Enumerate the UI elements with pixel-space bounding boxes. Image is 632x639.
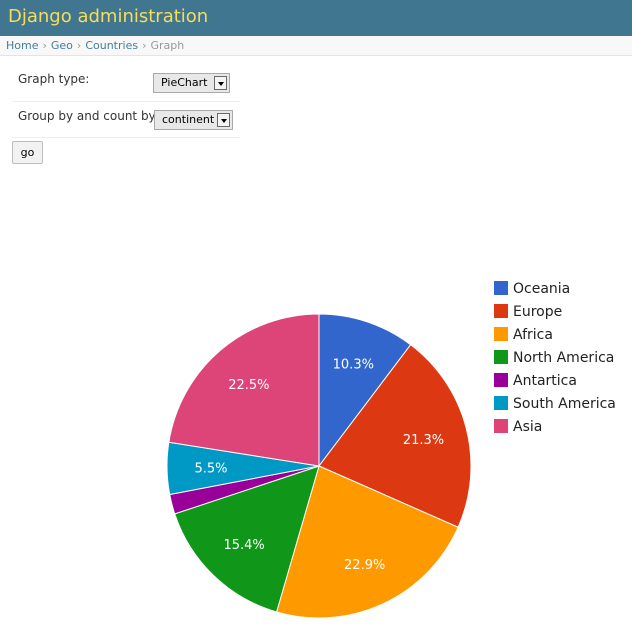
- pie-slice-oceania[interactable]: [318, 313, 412, 468]
- header-bar: Django administration: [0, 0, 632, 36]
- legend-entry-asia[interactable]: Asia: [513, 419, 542, 435]
- pie-slice-europe[interactable]: [318, 344, 472, 528]
- slice-value-label: 22.5%: [228, 378, 269, 393]
- graph-type-label: Graph type:: [18, 72, 90, 86]
- legend-swatch: [494, 281, 508, 295]
- legend-entry-oceania[interactable]: Oceania: [513, 281, 570, 297]
- breadcrumb: Home › Geo › Countries › Graph: [0, 36, 632, 56]
- legend-swatch: [494, 304, 508, 318]
- pie-slice-asia[interactable]: [168, 313, 320, 467]
- group-by-selected-value: continent: [162, 113, 215, 126]
- breadcrumb-separator: ›: [42, 39, 47, 52]
- group-by-select[interactable]: continent: [154, 110, 233, 130]
- pie-slice-north-america[interactable]: [174, 465, 320, 613]
- breadcrumb-current: Graph: [150, 39, 185, 52]
- graph-type-select[interactable]: PieChart: [153, 73, 230, 93]
- legend-entry-antartica[interactable]: Antartica: [513, 373, 577, 389]
- legend-swatch: [494, 396, 508, 410]
- legend-entry-europe[interactable]: Europe: [513, 304, 562, 320]
- legend-entry-africa[interactable]: Africa: [513, 327, 553, 343]
- pie-slice-africa[interactable]: [275, 465, 459, 619]
- legend-swatch: [494, 350, 508, 364]
- legend-swatch: [494, 327, 508, 341]
- slice-value-label: 5.5%: [194, 462, 227, 477]
- slice-value-label: 15.4%: [223, 538, 264, 553]
- chevron-down-icon: [214, 76, 227, 90]
- legend-swatch: [494, 419, 508, 433]
- legend-entry-south-america[interactable]: South America: [513, 396, 616, 412]
- graph-type-selected-value: PieChart: [161, 76, 208, 89]
- graph-type-row: Graph type: PieChart: [12, 64, 240, 102]
- slice-value-label: 10.3%: [333, 358, 374, 373]
- breadcrumb-countries[interactable]: Countries: [85, 39, 139, 52]
- breadcrumb-separator: ›: [76, 39, 82, 52]
- breadcrumb-geo[interactable]: Geo: [50, 39, 73, 52]
- group-by-row: Group by and count by: continent: [12, 102, 240, 138]
- site-title[interactable]: Django administration: [8, 6, 209, 27]
- slice-value-label: 22.9%: [344, 558, 385, 573]
- breadcrumb-separator: ›: [142, 39, 147, 52]
- breadcrumb-home[interactable]: Home: [6, 39, 39, 52]
- group-by-label: Group by and count by:: [18, 109, 159, 123]
- slice-value-label: 21.3%: [403, 433, 444, 448]
- chevron-down-icon: [217, 113, 230, 127]
- legend-swatch: [494, 373, 508, 387]
- legend-entry-north-america[interactable]: North America: [513, 350, 614, 366]
- go-button[interactable]: go: [12, 141, 43, 164]
